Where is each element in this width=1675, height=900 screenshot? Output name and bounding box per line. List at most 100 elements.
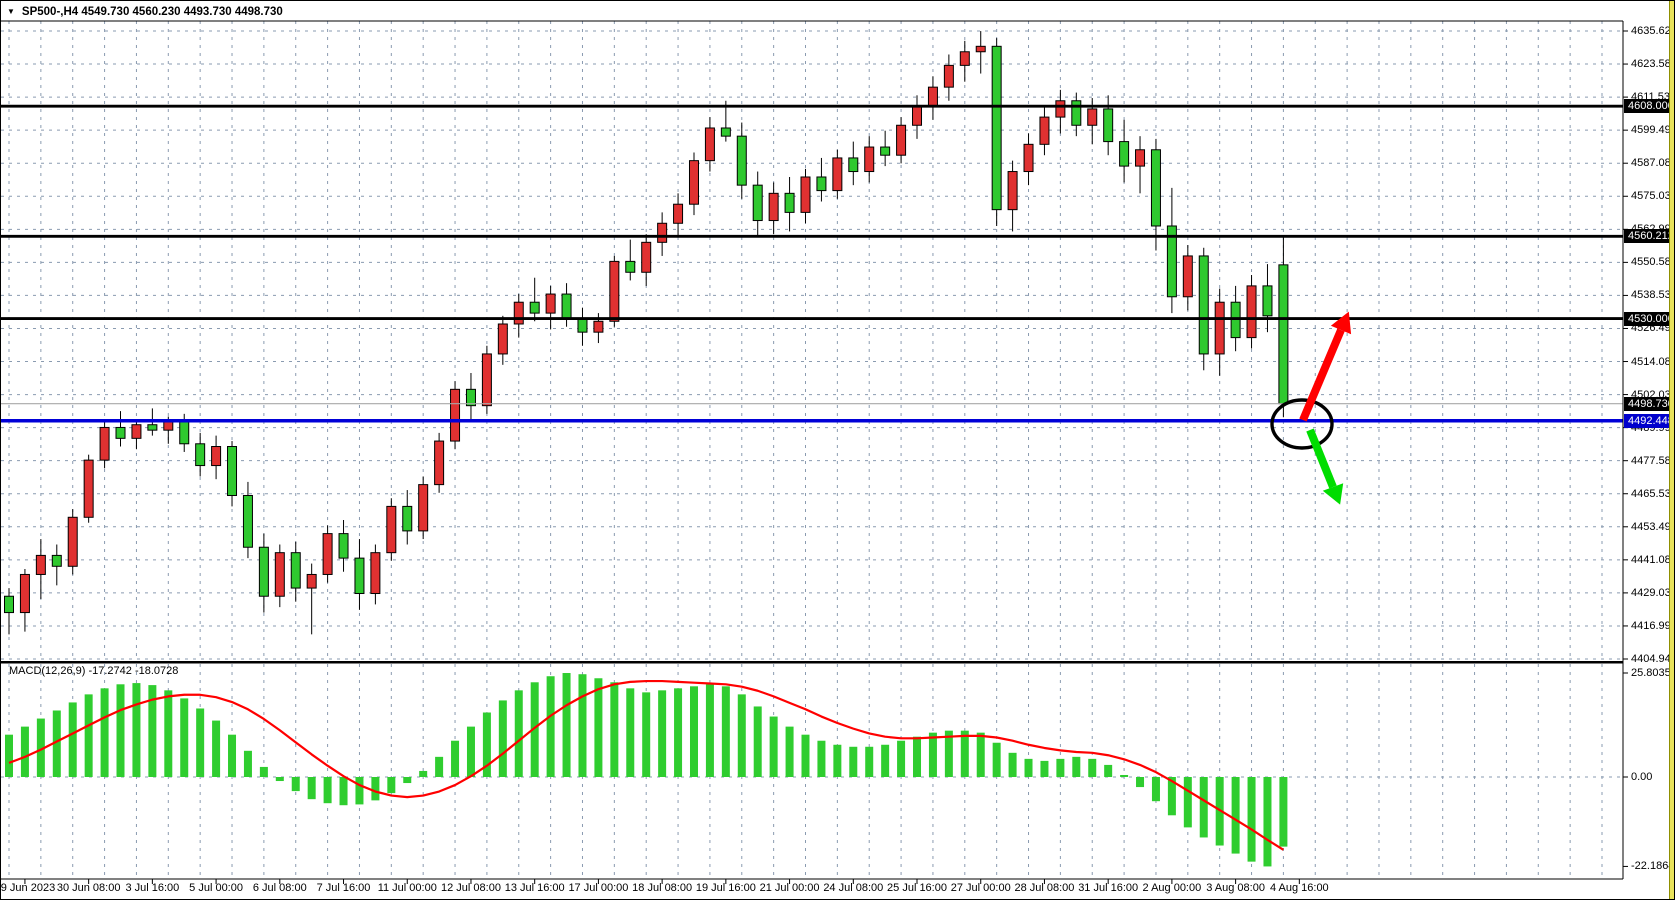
candle-bearish <box>1198 255 1209 355</box>
candle-bullish <box>83 459 94 518</box>
candle-bullish <box>450 388 461 442</box>
macd-histogram-bar <box>132 683 141 777</box>
alert-price-badge: 4492.448 <box>1624 413 1674 428</box>
macd-histogram-bar <box>1167 777 1176 816</box>
candle-bullish <box>673 203 684 224</box>
macd-histogram-bar <box>1088 758 1097 777</box>
candle-bullish <box>912 105 923 126</box>
price-axis-label: 4416.990 <box>1631 619 1675 632</box>
bearish-arrow-head[interactable] <box>1322 483 1344 505</box>
macd-histogram-bar <box>52 710 61 777</box>
candle-bearish <box>784 192 795 213</box>
candle-bearish <box>529 301 540 314</box>
candle-bearish <box>1103 108 1114 143</box>
candle-bullish <box>434 440 445 486</box>
macd-histogram-bar <box>100 688 109 777</box>
macd-histogram-bar <box>610 682 619 777</box>
macd-histogram-bar <box>1120 774 1129 777</box>
candle-bullish <box>1135 149 1146 167</box>
candle-bullish <box>163 421 174 431</box>
macd-histogram-bar <box>721 686 730 777</box>
bullish-arrow-shaft[interactable] <box>1299 328 1345 422</box>
macd-histogram-bar <box>259 766 268 777</box>
time-axis-label: 3 Jul 16:00 <box>125 882 180 894</box>
candle-bearish <box>227 446 238 497</box>
candle-bullish <box>800 176 811 213</box>
time-axis-label: 17 Jul 00:00 <box>568 882 629 894</box>
candle-bearish <box>1119 141 1130 167</box>
macd-histogram-bar <box>960 730 969 777</box>
candle-bearish <box>848 157 859 173</box>
price-axis-label: 4550.580 <box>1631 256 1675 269</box>
candle-bullish <box>1007 171 1018 211</box>
macd-histogram-bar <box>275 777 284 782</box>
price-level-badge: 4530.000 <box>1624 311 1674 326</box>
candle-bearish <box>179 421 190 445</box>
macd-histogram-bar <box>1279 777 1288 847</box>
candle-bullish <box>211 446 222 467</box>
bearish-arrow-shaft[interactable] <box>1306 428 1337 489</box>
macd-histogram-bar <box>1247 777 1256 862</box>
macd-histogram-bar <box>530 682 539 777</box>
macd-histogram-bar <box>817 740 826 777</box>
macd-histogram-bar <box>307 777 316 800</box>
macd-histogram-bar <box>562 673 571 777</box>
candle-bullish <box>497 323 508 355</box>
candle-bullish <box>19 573 30 614</box>
macd-histogram-bar <box>801 734 810 777</box>
time-axis-label: 27 Jul 00:00 <box>950 882 1011 894</box>
candle-bearish <box>720 127 731 137</box>
current-price-badge: 4498.730 <box>1624 396 1674 411</box>
candle-bullish <box>641 241 652 273</box>
macd-histogram-bar <box>148 685 157 777</box>
time-axis-label: 6 Jul 08:00 <box>252 882 307 894</box>
candle-bullish <box>1055 100 1066 118</box>
macd-histogram-bar <box>371 777 380 801</box>
macd-histogram-bar <box>689 686 698 777</box>
symbol-dropdown-icon[interactable]: ▼ <box>7 7 15 16</box>
time-axis-label: 11 Jul 00:00 <box>377 882 437 894</box>
macd-histogram-bar <box>769 716 778 777</box>
price-axis-label: 4635.625 <box>1631 25 1675 37</box>
time-axis-label: 19 Jul 16:00 <box>695 882 756 894</box>
macd-histogram-bar <box>928 732 937 777</box>
candle-bearish <box>1278 264 1289 405</box>
macd-histogram-bar <box>737 694 746 777</box>
candle-bullish <box>386 505 397 554</box>
macd-histogram-bar <box>355 777 364 805</box>
candle-bullish <box>688 160 699 205</box>
candle-bullish <box>657 222 668 243</box>
candle-bearish <box>242 495 253 548</box>
price-axis-label: 4404.945 <box>1631 653 1675 665</box>
macd-histogram-bar <box>992 742 1001 777</box>
time-axis-label: 31 Jul 16:00 <box>1078 882 1139 894</box>
macd-histogram-bar <box>482 712 491 777</box>
pane-separator[interactable] <box>1 661 1623 664</box>
bullish-arrow-head[interactable] <box>1330 311 1352 335</box>
highlight-ellipse[interactable] <box>1270 398 1334 450</box>
candle-bearish <box>4 595 14 614</box>
candle-bullish <box>1246 285 1257 339</box>
candle-bullish <box>959 51 970 66</box>
time-axis-label: 2 Aug 00:00 <box>1142 882 1202 894</box>
time-axis-label: 30 Jun 08:00 <box>56 882 121 894</box>
macd-histogram-bar <box>594 678 603 777</box>
macd-histogram-bar <box>976 732 985 777</box>
time-axis-label: 12 Jul 08:00 <box>441 882 501 894</box>
macd-histogram-bar <box>1263 777 1272 867</box>
candle-bearish <box>625 260 636 273</box>
time-axis-label: 4 Aug 16:00 <box>1269 882 1329 894</box>
candle-bearish <box>147 424 158 431</box>
candle-bearish <box>561 293 572 320</box>
macd-histogram-bar <box>642 692 651 777</box>
candle-bullish <box>768 192 779 222</box>
macd-histogram-bar <box>865 746 874 777</box>
macd-histogram-bar <box>849 746 858 777</box>
macd-histogram-bar <box>84 694 93 777</box>
time-axis-label: 29 Jun 2023 <box>0 882 56 894</box>
candle-bearish <box>115 426 126 439</box>
macd-histogram-bar <box>897 740 906 777</box>
time-axis-label: 21 Jul 00:00 <box>759 882 820 894</box>
window-edge-strip <box>1669 1 1674 899</box>
